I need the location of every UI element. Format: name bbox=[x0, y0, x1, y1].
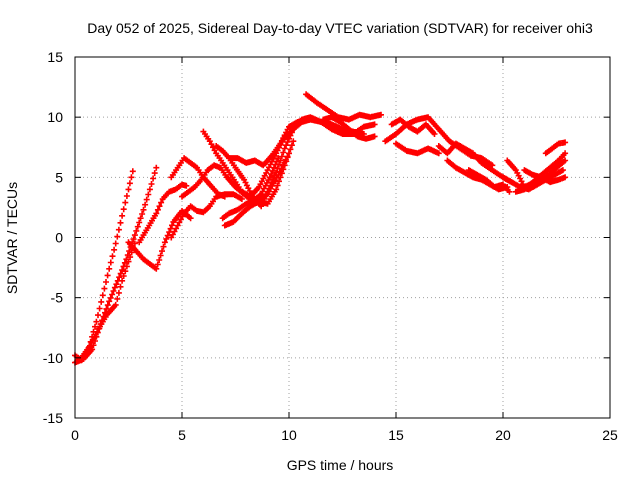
series-t20 bbox=[393, 140, 442, 157]
y-tick-label: 0 bbox=[55, 230, 63, 246]
data-marker-track bbox=[221, 138, 297, 229]
data-marker-track bbox=[388, 116, 438, 137]
data-marker-track bbox=[168, 191, 245, 241]
y-tick-label: -10 bbox=[43, 350, 63, 366]
grid-lines bbox=[75, 57, 610, 418]
axis-ticks: 0 5 10 15 20 25 -15 -10 -5 0 5 10 15 bbox=[43, 49, 618, 443]
y-tick-label: 10 bbox=[47, 109, 63, 125]
series-t6 bbox=[168, 191, 245, 241]
data-marker-track bbox=[393, 140, 442, 157]
data-markers bbox=[72, 91, 569, 366]
series-t28 bbox=[542, 139, 569, 157]
data-marker-track bbox=[521, 167, 569, 186]
series-t23 bbox=[465, 167, 513, 195]
data-marker-track bbox=[542, 139, 569, 157]
x-tick-label: 25 bbox=[602, 427, 618, 443]
series-t13 bbox=[221, 138, 297, 229]
series-t27 bbox=[521, 167, 569, 186]
y-tick-label: -15 bbox=[43, 410, 63, 426]
data-marker-track bbox=[320, 114, 378, 142]
data-marker-track bbox=[465, 167, 513, 195]
series-t19 bbox=[388, 116, 438, 137]
series-t5 bbox=[136, 181, 190, 246]
series-t2 bbox=[72, 164, 160, 366]
y-tick-label: -5 bbox=[51, 290, 64, 306]
data-marker-track bbox=[78, 240, 138, 361]
y-axis-label: SDTVAR / TECUs bbox=[4, 182, 20, 294]
series-t3 bbox=[78, 240, 138, 361]
series-t15 bbox=[290, 114, 378, 137]
chart-title: Day 052 of 2025, Sidereal Day-to-day VTE… bbox=[87, 20, 593, 36]
x-tick-label: 5 bbox=[178, 427, 186, 443]
x-tick-label: 15 bbox=[388, 427, 404, 443]
x-tick-label: 20 bbox=[495, 427, 511, 443]
y-tick-label: 15 bbox=[47, 49, 63, 65]
series-t16 bbox=[303, 91, 384, 123]
data-marker-track bbox=[72, 164, 160, 366]
x-tick-label: 0 bbox=[71, 427, 79, 443]
x-axis-label: GPS time / hours bbox=[287, 457, 394, 473]
data-marker-track bbox=[290, 114, 378, 137]
x-tick-label: 10 bbox=[281, 427, 297, 443]
series-t7 bbox=[168, 155, 228, 200]
series-t17 bbox=[320, 114, 378, 142]
data-marker-track bbox=[136, 181, 190, 246]
data-marker-track bbox=[303, 91, 384, 123]
data-marker-track bbox=[168, 155, 228, 200]
y-tick-label: 5 bbox=[55, 169, 63, 185]
